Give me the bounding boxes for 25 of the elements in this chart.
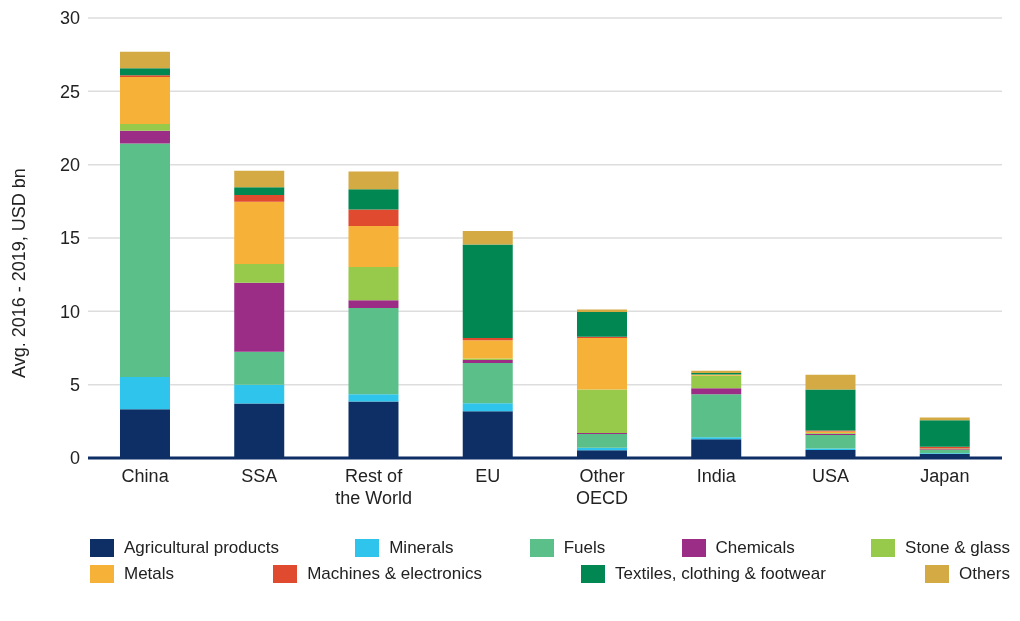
x-tick-label: Rest of the World <box>335 466 412 508</box>
legend-label: Others <box>958 564 1010 584</box>
x-tick-label: USA <box>812 466 850 486</box>
legend-label: Machines & electronics <box>307 564 482 584</box>
x-tick-label: Other OECD <box>576 466 629 508</box>
x-tick-label: Japan <box>920 466 970 486</box>
legend-label: Fuels <box>563 538 606 558</box>
legend-label: Chemicals <box>715 538 795 558</box>
y-tick-label: 0 <box>69 448 80 469</box>
x-tick-label: China <box>121 466 170 486</box>
legend-label: Metals <box>124 564 175 584</box>
x-tick-label: SSA <box>241 466 278 486</box>
y-tick-label: 25 <box>59 81 80 102</box>
y-tick-label: 5 <box>69 375 80 396</box>
y-tick-label: 20 <box>59 155 80 176</box>
legend-label: Agricultural products <box>124 538 279 558</box>
legend-label: Textiles, clothing & footwear <box>615 564 826 584</box>
legend-label: Stone & glass <box>905 538 1010 558</box>
y-tick-label: 30 <box>59 8 80 29</box>
y-axis-title: Avg. 2016 - 2019, USD bn <box>9 168 30 378</box>
y-tick-label: 10 <box>59 301 80 322</box>
y-tick-label: 15 <box>59 228 80 249</box>
x-tick-label: EU <box>475 466 501 486</box>
x-tick-label: India <box>696 466 737 486</box>
legend-label: Minerals <box>389 538 454 558</box>
